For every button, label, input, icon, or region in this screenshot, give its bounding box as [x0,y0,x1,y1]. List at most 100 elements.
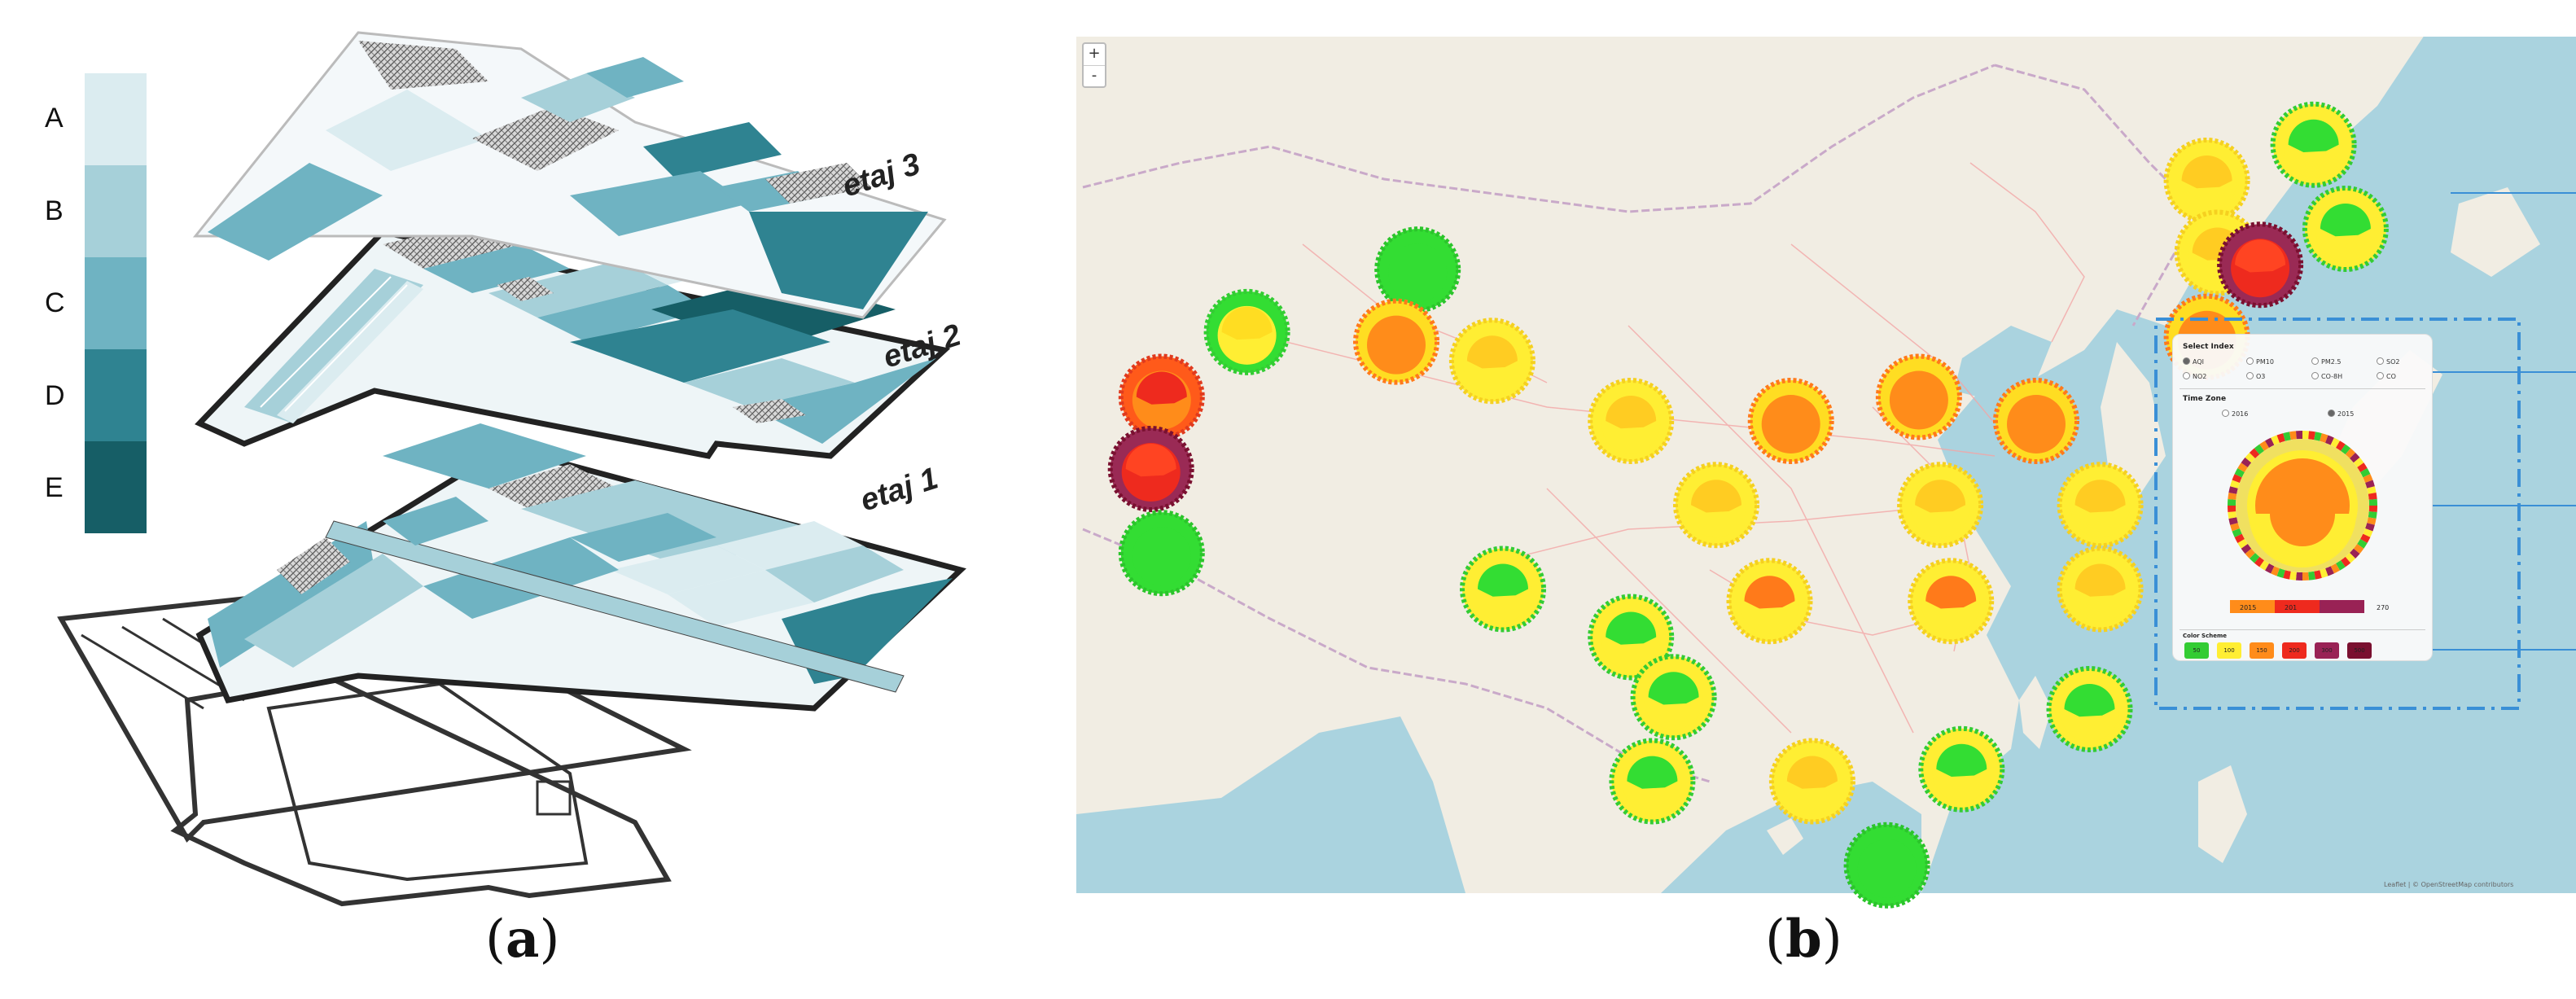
index-radio-o3[interactable]: O3 [2246,372,2265,380]
city-marker[interactable] [2057,462,2144,549]
year-radio-2015[interactable]: 2015 [2328,410,2354,418]
sunburst-segment [2228,486,2238,494]
color-scheme-box[interactable]: 300 [2315,642,2339,659]
marker-ring [1588,594,1675,681]
city-marker[interactable] [1726,558,1813,645]
sunburst-segment [2368,506,2377,513]
sunburst-segment [2308,571,2315,581]
sunburst-segment [2228,498,2236,506]
city-marker[interactable] [1203,288,1290,375]
marker-sector [1606,396,1657,429]
city-marker[interactable] [2057,546,2144,633]
marker-ring [1918,725,2005,813]
city-marker[interactable] [1918,725,2005,813]
city-marker[interactable] [1875,353,1962,440]
index-radio-no2[interactable]: NO2 [2183,372,2206,380]
city-marker[interactable] [1908,558,1995,645]
city-marker[interactable] [1588,594,1675,681]
marker-ring [2057,546,2144,633]
marker-ring [1107,426,1194,512]
map-bohai-sea [1954,326,2052,399]
city-marker[interactable] [1897,462,1984,549]
city-marker[interactable] [1118,510,1205,597]
marker-ring [1747,378,1834,464]
zoom-in-button[interactable]: + [1088,45,1101,62]
marker-ring [1875,353,1962,440]
sunburst-ring [2255,458,2350,553]
sunburst-chart: 2015 201 270 [2228,431,2389,613]
marker-core [1687,479,1746,538]
sunburst-segment [2320,568,2328,578]
floor-plan-figure: A B C D E [45,31,966,907]
city-marker[interactable] [2174,209,2261,296]
sunburst-segment [2283,432,2291,441]
sunburst-segment [2368,498,2377,506]
city-marker[interactable] [1993,378,2079,464]
marker-core [1740,575,1799,634]
color-scheme-box[interactable]: 50 [2184,642,2209,659]
zoom-out-button[interactable]: - [1084,65,1105,87]
marker-core [2060,683,2119,742]
city-marker[interactable] [2217,221,2304,309]
city-marker[interactable] [1673,462,1759,549]
index-radio-co[interactable]: CO [2377,372,2396,380]
sunburst-segment [2237,462,2248,472]
marker-core [1474,563,1532,622]
sunburst-segment [2357,539,2368,549]
city-marker[interactable] [1630,654,1717,741]
color-scheme-box[interactable]: 150 [2250,642,2274,659]
range-label: 270 [2377,604,2389,611]
city-marker[interactable] [1460,546,1546,633]
city-marker[interactable] [1118,353,1205,440]
map-bay-of-bengal [1076,716,1465,893]
city-marker[interactable] [2270,101,2357,188]
city-marker[interactable] [2163,138,2250,224]
marker-ring [1448,318,1536,405]
marker-ring [1843,822,1930,909]
divider [2180,629,2425,630]
sunburst-segment [2330,437,2340,448]
city-marker[interactable] [1588,378,1675,464]
marker-sector [1648,672,1699,705]
sunburst-segment [2320,433,2328,443]
map-attribution[interactable]: Leaflet | © OpenStreetMap contributors [2384,881,2514,888]
sunburst-segment [2349,452,2360,463]
city-marker[interactable] [1374,226,1461,313]
index-radio-pm10[interactable]: PM10 [2246,357,2274,366]
index-radio-aqi[interactable]: AQI [2183,357,2204,366]
legend-swatch-c [85,257,147,349]
legend-label-c: C [45,287,65,318]
sunburst-segment [2363,528,2373,537]
marker-ring [1630,654,1717,741]
city-marker[interactable] [1768,738,1855,825]
year-radio-2016[interactable]: 2016 [2222,410,2248,418]
color-scheme-box[interactable]: 100 [2217,642,2241,659]
marker-sector [2074,563,2126,597]
color-scheme-title: Color Scheme [2183,633,2228,639]
sunburst-segment [2365,480,2375,489]
sunburst-segment [2330,563,2340,574]
city-marker[interactable] [1747,378,1834,464]
sunburst-segment [2232,528,2242,537]
city-marker[interactable] [1353,298,1439,385]
marker-sector [1765,396,1816,429]
range-bar-segment [2275,600,2320,613]
city-marker[interactable] [1609,738,1696,825]
color-scheme-box[interactable]: 500 [2347,642,2372,659]
index-radio-pm25[interactable]: PM2.5 [2311,357,2341,366]
index-radio-so2[interactable]: SO2 [2377,357,2399,366]
sunburst-segment [2265,563,2275,574]
marker-sector [1466,335,1518,369]
index-radio-co8h[interactable]: CO-8H [2311,372,2342,380]
city-marker[interactable] [2046,666,2133,752]
index-selector-panel: Select Index AQI PM10 PM2.5 SO2 NO2 O3 C… [2172,334,2433,661]
sunburst-segment [2249,448,2260,459]
sunburst-segment [2308,431,2315,440]
city-marker[interactable] [1107,426,1194,512]
marker-sector [1606,611,1657,645]
city-marker[interactable] [2302,186,2389,272]
city-marker[interactable] [1843,822,1930,909]
marker-core [1889,370,1948,430]
city-marker[interactable] [1448,318,1536,405]
color-scheme-box[interactable]: 200 [2282,642,2307,659]
